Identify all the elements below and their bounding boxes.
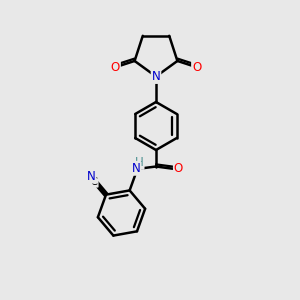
Text: H: H <box>135 156 144 169</box>
Text: O: O <box>192 61 201 74</box>
Text: O: O <box>111 61 120 74</box>
Text: N: N <box>131 162 140 175</box>
Text: C: C <box>91 177 98 187</box>
Text: N: N <box>152 70 160 83</box>
Text: N: N <box>87 170 95 183</box>
Text: O: O <box>174 162 183 175</box>
